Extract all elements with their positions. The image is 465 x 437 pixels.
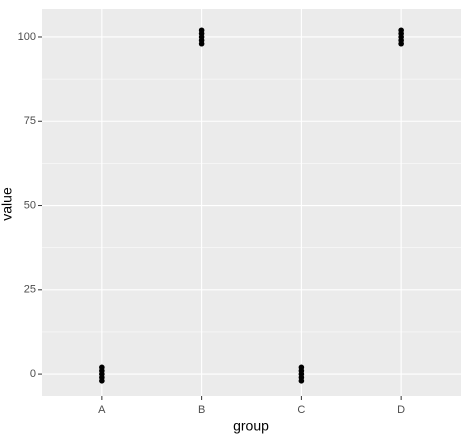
y-axis-title: value (0, 187, 15, 221)
point (99, 378, 105, 384)
x-axis-title: group (233, 418, 269, 434)
point (298, 378, 305, 384)
y-tick-label: 50 (24, 199, 36, 211)
panel-background (42, 9, 461, 396)
x-tick-label: C (297, 404, 305, 416)
y-tick-label: 25 (24, 284, 36, 296)
x-tick-label: D (397, 404, 405, 416)
x-tick-label: B (198, 404, 205, 416)
y-tick-label: 0 (30, 368, 36, 380)
y-tick-label: 75 (24, 115, 36, 127)
point (398, 40, 404, 47)
x-tick-label: A (98, 404, 106, 416)
y-tick-label: 100 (18, 31, 36, 43)
point (198, 40, 205, 47)
